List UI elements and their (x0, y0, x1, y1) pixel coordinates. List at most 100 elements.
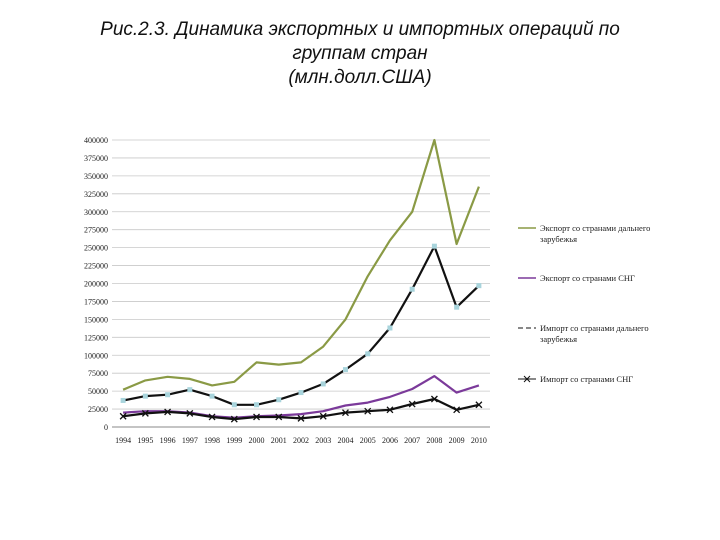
marker-stroke (319, 412, 327, 420)
y-tick-label: 175000 (84, 297, 108, 306)
x-tick-label: 1999 (226, 436, 242, 445)
data-point (231, 402, 237, 408)
series-4 (119, 395, 483, 423)
y-tick-label: 200000 (84, 280, 108, 289)
data-point (386, 406, 394, 414)
y-tick-label: 400000 (84, 136, 108, 145)
data-point (476, 283, 482, 289)
data-point (275, 413, 283, 421)
y-tick-label: 375000 (84, 154, 108, 163)
data-point (141, 409, 149, 417)
y-tick-label: 75000 (88, 369, 108, 378)
data-point (276, 397, 282, 403)
legend-label: Экспорт со странами дальнего зарубежья (540, 223, 650, 244)
data-point (365, 351, 371, 357)
data-point (431, 243, 437, 249)
marker-stroke (453, 406, 461, 414)
legend-label: Экспорт со странами СНГ (540, 273, 635, 283)
data-point (297, 414, 305, 422)
marker-stroke (297, 414, 305, 422)
x-tick-label: 1997 (182, 436, 198, 445)
data-point (387, 325, 393, 331)
x-tick-label: 2008 (426, 436, 442, 445)
data-point (209, 393, 215, 399)
legend-label-line: Экспорт со странами дальнего (540, 223, 650, 233)
x-tick-label: 1994 (115, 436, 131, 445)
legend-label-line: Импорт со странами СНГ (540, 374, 633, 384)
x-axis: 1994 1995 1996 1997 1998 1999 2000 2001 2002 2003… (112, 426, 490, 445)
legend-label: Импорт со странами дальнего зарубежья (540, 323, 649, 344)
marker-stroke (430, 395, 438, 403)
data-point (120, 397, 126, 403)
data-point (475, 401, 483, 409)
marker-stroke (208, 413, 216, 421)
x-tick-label: 2003 (315, 436, 331, 445)
marker-stroke (386, 406, 394, 414)
x-tick-label: 2009 (449, 436, 465, 445)
data-point (164, 408, 172, 416)
marker-stroke (275, 413, 283, 421)
data-point (298, 390, 304, 396)
legend-label-line: зарубежья (540, 234, 577, 244)
chart-title-line: Рис.2.3. Динамика экспортных и импортных… (100, 19, 620, 40)
data-point (186, 409, 194, 417)
data-point (208, 413, 216, 421)
x-tick-label: 1998 (204, 436, 220, 445)
x-tick-label: 2004 (337, 436, 353, 445)
y-tick-label: 0 (104, 423, 108, 432)
data-point (319, 412, 327, 420)
legend-label: Импорт со странами СНГ (540, 374, 633, 384)
series-group (119, 138, 483, 423)
marker-stroke (364, 407, 372, 415)
legend-item: Экспорт со странами СНГ (518, 273, 635, 283)
x-tick-label: 2001 (271, 436, 287, 445)
data-point (342, 409, 349, 417)
marker-stroke (119, 412, 127, 420)
y-tick-label: 125000 (84, 333, 108, 342)
data-point (364, 407, 372, 415)
data-point (165, 392, 171, 398)
x-tick-label: 2005 (360, 436, 376, 445)
data-point (254, 402, 260, 408)
data-point (409, 286, 415, 292)
series-1 (122, 138, 480, 391)
y-tick-label: 300000 (84, 208, 108, 217)
data-point (408, 400, 416, 408)
data-point (119, 412, 127, 420)
y-tick-label: 100000 (84, 351, 108, 360)
x-tick-label: 2007 (404, 436, 420, 445)
data-point (253, 413, 260, 421)
data-point (142, 393, 148, 399)
marker-stroke (186, 409, 194, 417)
data-point (320, 381, 326, 387)
data-point (230, 415, 238, 423)
y-tick-label: 325000 (84, 190, 108, 199)
legend: Экспорт со странами дальнего зарубежьяЭкс… (518, 223, 650, 384)
x-tick-label: 2000 (249, 436, 265, 445)
marker-stroke (408, 400, 416, 408)
x-tick-label: 2006 (382, 436, 398, 445)
gridlines (112, 139, 490, 428)
data-point (430, 395, 438, 403)
x-tick-label: 2010 (471, 436, 487, 445)
series-line (122, 138, 480, 391)
marker-stroke (141, 409, 149, 417)
marker-stroke (230, 415, 238, 423)
x-tick-label: 2002 (293, 436, 309, 445)
marker-stroke (475, 401, 483, 409)
marker-stroke (253, 413, 260, 421)
legend-label-line: Экспорт со странами СНГ (540, 273, 635, 283)
marker-stroke (164, 408, 172, 416)
chart-title-line: группам стран (292, 43, 428, 64)
y-tick-label: 250000 (84, 244, 108, 253)
y-tick-label: 50000 (88, 387, 108, 396)
y-tick-label: 225000 (84, 262, 108, 271)
legend-label-line: Импорт со странами дальнего (540, 323, 649, 333)
data-point (453, 406, 461, 414)
legend-label-line: зарубежья (540, 334, 577, 344)
y-tick-label: 350000 (84, 172, 108, 181)
series-3 (120, 243, 482, 408)
chart-title: Рис.2.3. Динамика экспортных и импортных… (0, 18, 720, 90)
legend-item: Импорт со странами дальнего зарубежья (518, 323, 649, 344)
